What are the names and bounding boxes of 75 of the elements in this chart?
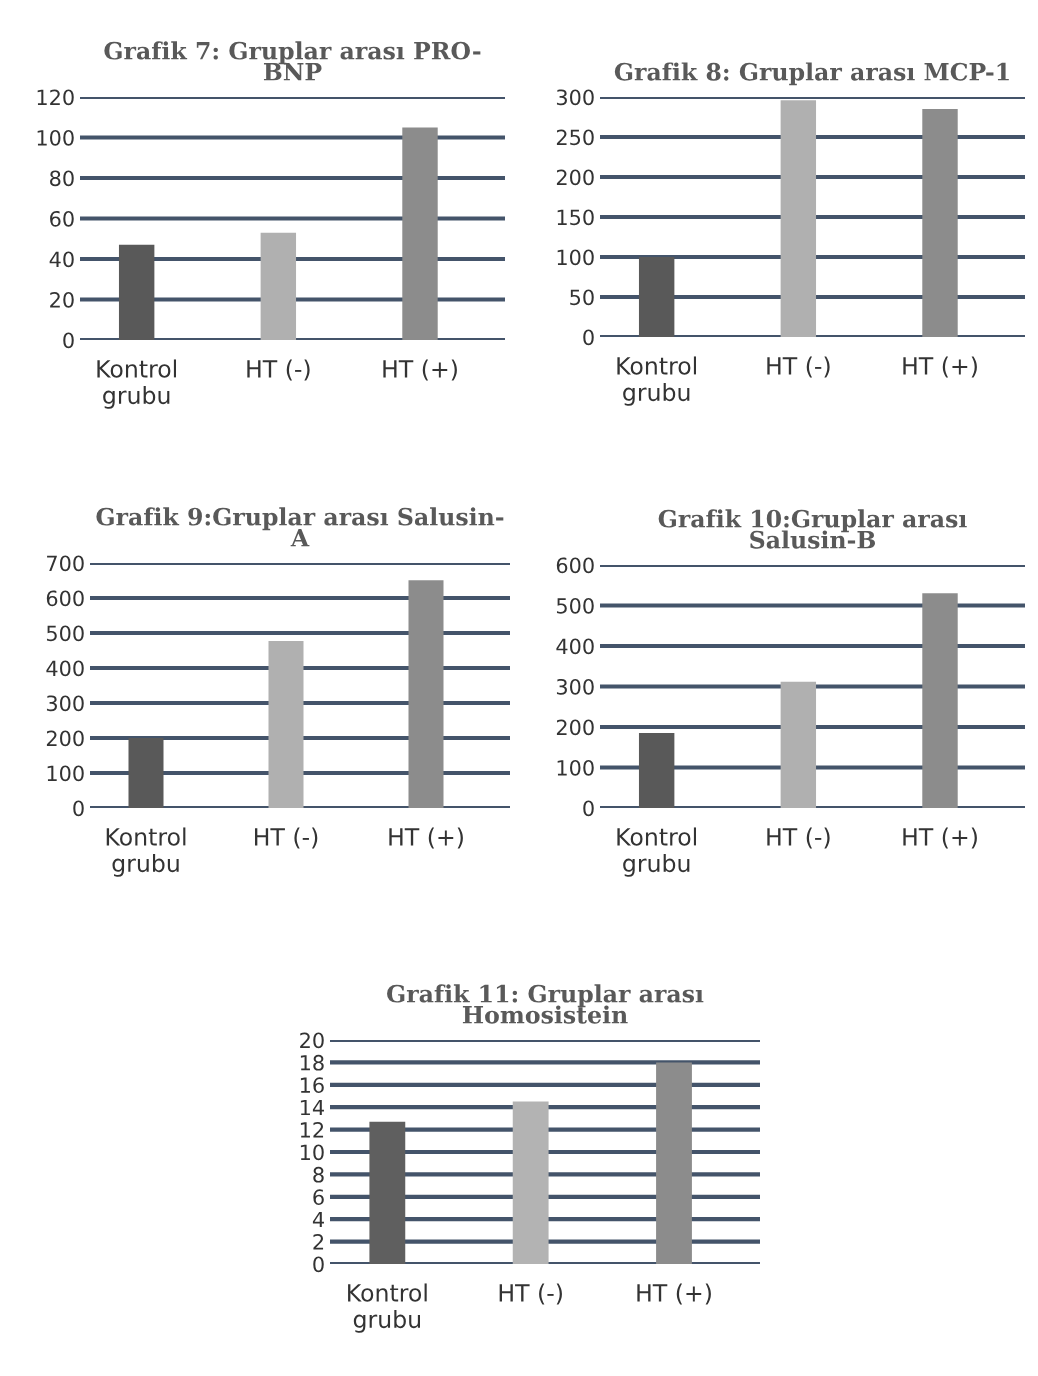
y-tick-label: 20 [50,291,74,308]
chart-title: Grafik 9:Gruplar arası Salusin- A [96,507,504,547]
x-tick-label: HT (+) [903,356,977,378]
y-tick-label: 10 [300,1144,324,1161]
x-tick-label: HT (+) [389,827,463,849]
y-tick-label: 12 [300,1122,324,1138]
bar [118,244,155,340]
x-tick-label: Kontrol grubu [106,827,186,877]
bar [638,733,675,808]
x-tick-label: HT (+) [383,359,457,381]
y-tick-label: 2 [313,1234,324,1250]
bar [922,593,958,808]
y-tick-label: 18 [300,1054,324,1071]
y-tick-label: 700 [47,555,84,572]
x-tick-label: Kontrol grubu [617,827,697,877]
y-tick-label: 4 [312,1211,324,1228]
y-tick-label: 150 [557,209,594,226]
y-tick-label: 120 [37,89,74,106]
chart-title: Grafik 11: Gruplar arası Homosistein [387,984,704,1024]
bar [780,681,817,808]
y-tick-label: 250 [556,129,594,146]
y-tick-label: 6 [313,1189,324,1206]
y-tick-label: 20 [300,1032,324,1049]
y-tick-label: 500 [556,597,594,614]
x-tick-label: HT (-) [767,827,830,849]
chart-title: Grafik 7: Gruplar arası PRO- BNP [104,41,481,81]
bar [512,1101,549,1264]
bar [656,1062,692,1264]
x-tick-label: HT (-) [499,1283,562,1305]
y-tick-label: 80 [50,170,74,187]
y-tick-label: 500 [46,625,84,642]
y-tick-label: 0 [583,329,594,346]
x-tick-label: Kontrol grubu [348,1283,427,1333]
y-tick-label: 40 [49,251,74,268]
bar [260,232,297,340]
y-tick-label: 0 [73,800,84,817]
x-tick-label: Kontrol grubu [617,356,697,406]
x-tick-label: HT (-) [255,827,318,849]
y-tick-label: 100 [557,759,594,776]
y-tick-label: 0 [313,1256,324,1273]
y-tick-label: 400 [556,638,594,655]
y-tick-label: 16 [300,1077,324,1094]
y-tick-label: 300 [46,695,84,712]
bar [268,641,304,808]
y-tick-label: 300 [556,89,594,106]
x-tick-label: Kontrol grubu [97,359,177,409]
y-tick-label: 200 [556,169,594,186]
y-tick-label: 14 [300,1099,324,1116]
y-tick-label: 0 [583,800,594,817]
bar [369,1121,406,1264]
y-tick-label: 200 [46,730,84,747]
y-tick-label: 50 [570,289,594,306]
bar [922,109,958,337]
y-tick-label: 100 [37,129,74,146]
y-tick-label: 60 [50,210,74,227]
y-tick-label: 600 [556,557,594,574]
y-tick-label: 100 [47,765,84,782]
x-tick-label: HT (-) [767,356,830,378]
y-tick-label: 600 [46,590,84,607]
x-tick-label: HT (+) [637,1283,711,1305]
y-tick-label: 300 [556,678,594,695]
y-tick-label: 400 [46,660,84,677]
chart-title: Grafik 8: Gruplar arası MCP-1 [614,62,1009,86]
y-tick-label: 8 [313,1166,324,1183]
y-tick-label: 0 [63,332,74,349]
bar [780,100,817,337]
x-tick-label: HT (-) [247,359,310,381]
bar [638,257,675,337]
y-tick-label: 200 [556,719,594,736]
bar [128,738,164,808]
bar [408,580,444,808]
y-tick-label: 100 [557,249,594,266]
x-tick-label: HT (+) [903,827,977,849]
chart-title: Grafik 10:Gruplar arası Salusin-B [658,509,967,549]
bar [402,127,438,340]
